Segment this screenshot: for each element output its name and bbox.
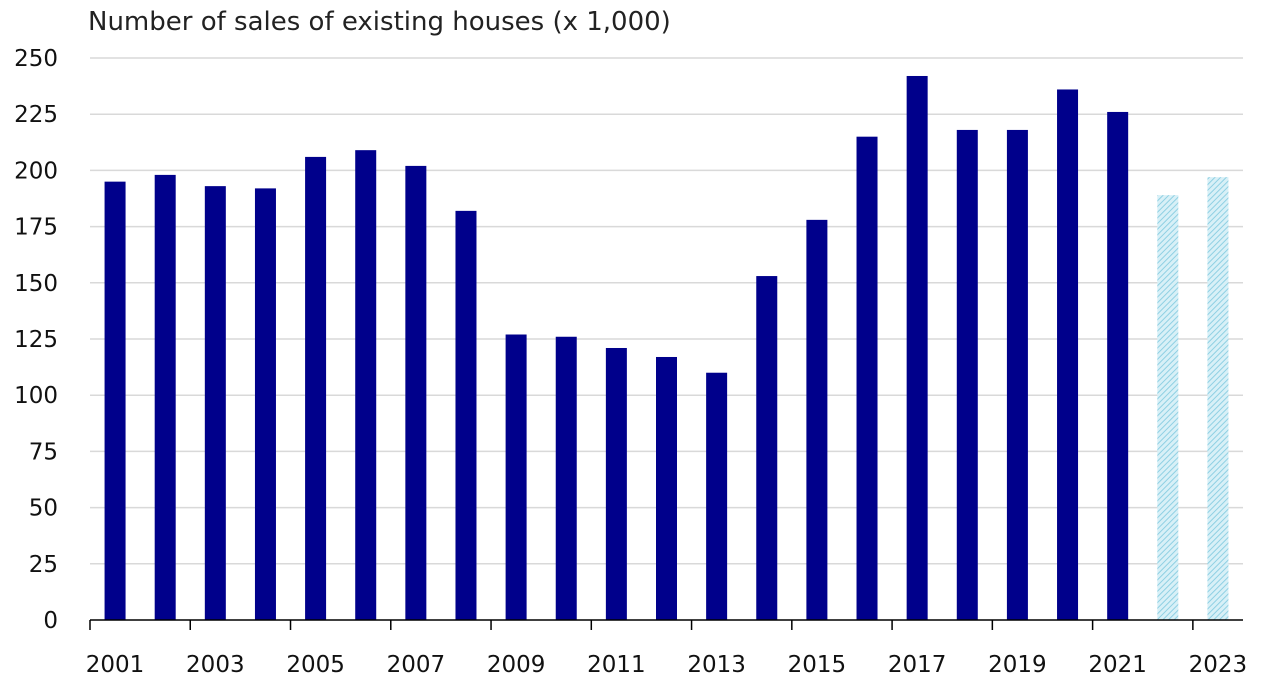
x-tick-label: 2009	[487, 652, 546, 678]
bars	[104, 75, 1229, 621]
y-tick-label: 225	[14, 102, 58, 128]
x-tick-label: 2013	[687, 652, 746, 678]
bar-2001	[104, 181, 126, 620]
x-tick-label: 2017	[888, 652, 947, 678]
y-tick-label: 150	[14, 271, 58, 297]
bar-2006	[355, 150, 377, 620]
bar-2010	[555, 336, 577, 620]
bar-2003	[204, 186, 226, 621]
y-tick-label: 200	[14, 158, 58, 184]
bar-2011	[605, 347, 627, 620]
x-tick-label: 2015	[788, 652, 847, 678]
y-tick-label: 100	[14, 383, 58, 409]
bar-2015	[806, 219, 828, 620]
y-tick-label: 175	[14, 215, 58, 241]
x-tick-label: 2023	[1189, 652, 1248, 678]
y-tick-label: 25	[29, 552, 58, 578]
x-tick-label: 2021	[1088, 652, 1147, 678]
bar-2017	[906, 75, 928, 620]
bar-2020	[1057, 89, 1079, 621]
bar-2014	[756, 276, 778, 620]
y-tick-label: 75	[29, 439, 58, 465]
bar-2005	[305, 156, 327, 621]
tick-labels: 0 25 50 75 100 125 150 175 200 225 250 2001 2003 2005…	[14, 46, 1247, 678]
x-tick-label: 2007	[387, 652, 446, 678]
bar-2009	[505, 334, 527, 620]
chart-title: Number of sales of existing houses (x 1,…	[88, 7, 671, 37]
bar-2008	[455, 210, 477, 620]
forecast-bar-2023	[1207, 177, 1229, 621]
bar-2021	[1107, 111, 1129, 621]
y-tick-label: 125	[14, 327, 58, 353]
y-tick-label: 250	[14, 46, 58, 72]
bar-2018	[956, 129, 978, 620]
x-tick-label: 2011	[587, 652, 646, 678]
bar-2004	[254, 188, 276, 620]
bar-2016	[856, 136, 878, 620]
y-tick-label: 50	[29, 496, 58, 522]
bar-2007	[405, 165, 427, 621]
forecast-bar-2022	[1157, 195, 1179, 621]
y-tick-label: 0	[43, 608, 58, 634]
bar-2002	[154, 174, 176, 620]
bar-2013	[706, 372, 728, 620]
axes	[89, 619, 1243, 630]
x-tick-label: 2019	[988, 652, 1047, 678]
x-tick-label: 2003	[186, 652, 245, 678]
x-tick-label: 2005	[286, 652, 345, 678]
bar-2019	[1006, 129, 1028, 620]
bar-2012	[656, 356, 677, 620]
x-tick-label: 2001	[86, 652, 145, 678]
